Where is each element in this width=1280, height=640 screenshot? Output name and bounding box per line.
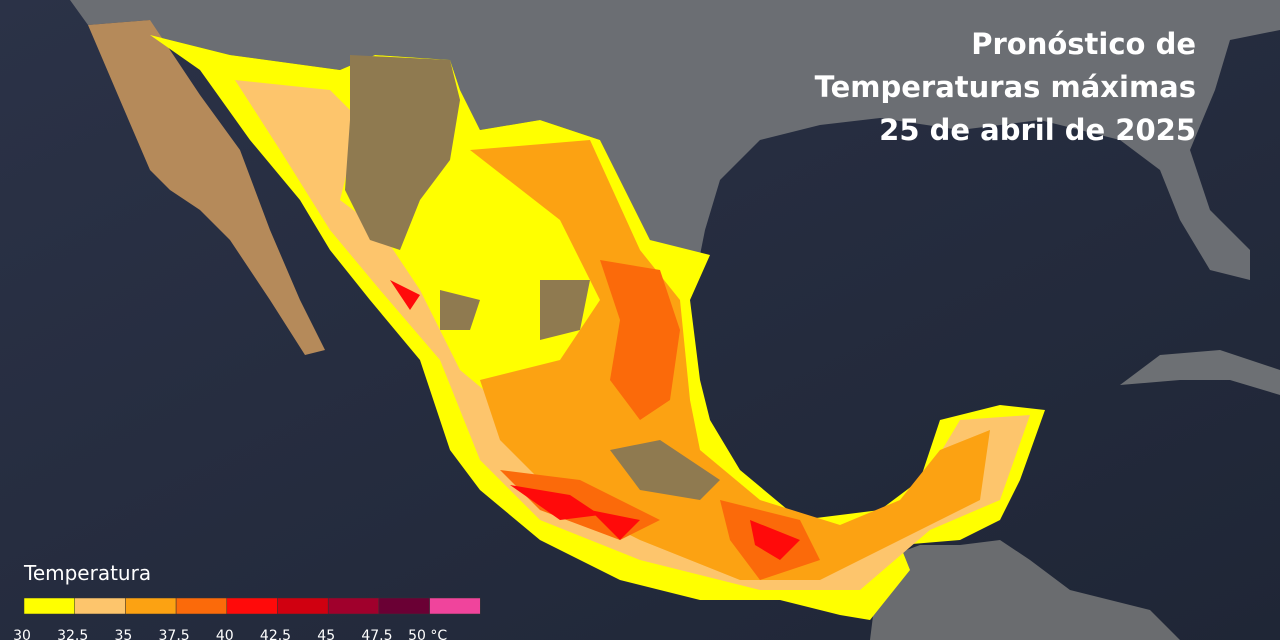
legend-swatch bbox=[226, 597, 278, 615]
title: Pronóstico de Temperaturas máximas 25 de… bbox=[815, 27, 1196, 147]
legend: Temperatura 30 32.5 35 37.5 40 42.5 45 47.5 50 °… bbox=[13, 561, 481, 640]
zone-red bbox=[390, 280, 800, 560]
legend-swatch bbox=[175, 597, 228, 615]
legend-swatch bbox=[378, 597, 430, 615]
zone-dark-orange bbox=[500, 260, 820, 580]
legend-swatch bbox=[277, 597, 329, 615]
legend-tick-label: 30 bbox=[13, 628, 31, 640]
legend-tick-label: 45 bbox=[317, 628, 335, 640]
legend-swatch bbox=[429, 597, 481, 615]
legend-tick-label: 50 °C bbox=[408, 628, 447, 640]
legend-tick-label: 42.5 bbox=[260, 628, 291, 640]
zone-no-data bbox=[345, 55, 720, 500]
title-line: Pronóstico de bbox=[971, 27, 1196, 61]
title-line: Temperaturas máximas bbox=[815, 70, 1196, 104]
legend-swatch bbox=[74, 597, 126, 615]
legend-swatch bbox=[125, 597, 177, 615]
legend-swatch bbox=[327, 597, 380, 615]
legend-tick-label: 35 bbox=[114, 628, 132, 640]
legend-tick-label: 47.5 bbox=[361, 628, 392, 640]
legend-tick-label: 40 bbox=[216, 628, 234, 640]
legend-swatch bbox=[23, 597, 75, 615]
baja-california bbox=[88, 20, 325, 355]
central-america bbox=[870, 540, 1180, 640]
legend-tick-label: 37.5 bbox=[159, 628, 190, 640]
title-line: 25 de abril de 2025 bbox=[879, 113, 1196, 147]
cuba bbox=[1120, 350, 1280, 395]
legend-title: Temperatura bbox=[23, 561, 151, 585]
legend-tick-label: 32.5 bbox=[57, 628, 88, 640]
zone-orange bbox=[470, 140, 990, 580]
north-land bbox=[70, 0, 1280, 280]
